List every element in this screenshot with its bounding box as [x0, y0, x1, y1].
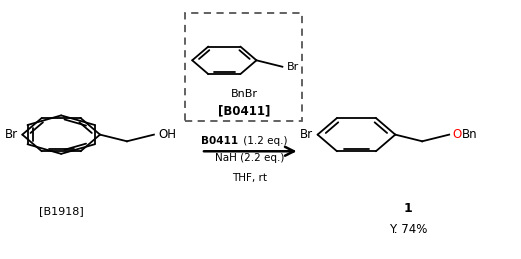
Text: 1: 1: [404, 203, 413, 215]
Text: O: O: [453, 128, 462, 141]
Text: BnBr: BnBr: [230, 89, 257, 99]
Text: OH: OH: [158, 128, 176, 141]
Text: NaH (2.2 eq.): NaH (2.2 eq.): [215, 153, 284, 163]
Text: Y. 74%: Y. 74%: [389, 223, 427, 236]
Text: [B0411]: [B0411]: [218, 105, 270, 118]
Text: Bn: Bn: [462, 128, 478, 141]
Text: Br: Br: [300, 128, 314, 141]
Text: (1.2 eq.): (1.2 eq.): [240, 136, 288, 146]
Text: B0411: B0411: [201, 136, 238, 146]
Bar: [185, 13, 302, 120]
Text: Br: Br: [5, 128, 18, 141]
Text: [B1918]: [B1918]: [39, 206, 83, 217]
Text: THF, rt: THF, rt: [232, 173, 267, 183]
Text: Br: Br: [287, 62, 299, 72]
